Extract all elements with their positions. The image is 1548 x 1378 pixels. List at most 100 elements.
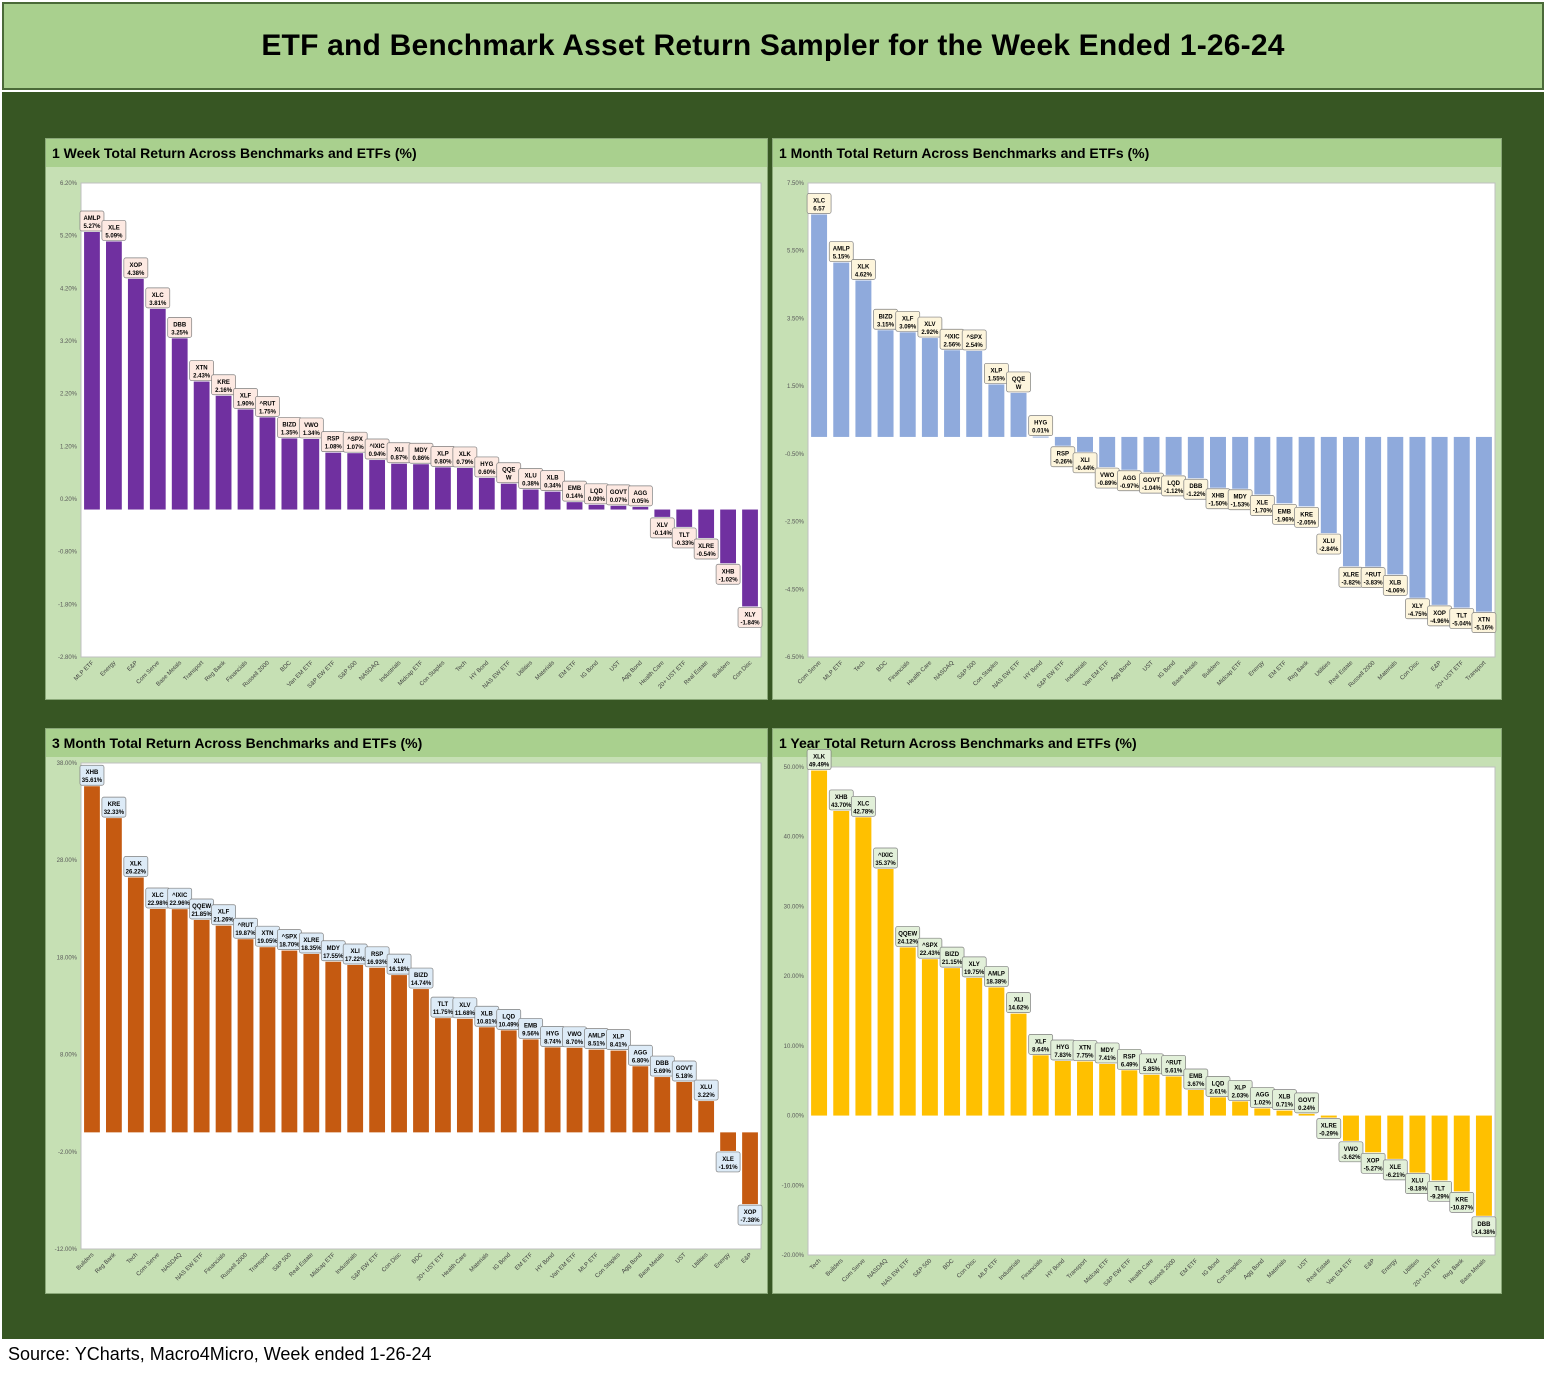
ticker-label: XOP xyxy=(1433,611,1446,617)
value-label: -4.96% xyxy=(1430,619,1450,625)
data-label: XLI -0.44% xyxy=(1072,452,1098,474)
y-tick-label: 30.00% xyxy=(784,904,805,910)
data-label: XTN -5.16% xyxy=(1471,612,1497,633)
bar xyxy=(921,959,938,1116)
ticker-label: BIZD xyxy=(414,973,429,979)
bar xyxy=(347,453,364,510)
value-label: 0.80% xyxy=(434,459,452,465)
y-tick-label: -10.00% xyxy=(782,1183,805,1189)
data-label: XLB 10.81% xyxy=(474,1005,500,1027)
ticker-label: XHB xyxy=(835,795,848,801)
y-tick-label: 5.20% xyxy=(60,234,78,240)
value-label: 21.85% xyxy=(191,912,212,918)
data-label: AGG -0.97% xyxy=(1116,470,1142,492)
value-label: 8.51% xyxy=(588,1042,606,1048)
value-label: -2.05% xyxy=(1297,520,1317,526)
chart-svg: 1 Month Total Return Across Benchmarks a… xyxy=(773,139,1501,699)
ticker-label: QQEW xyxy=(192,904,211,910)
y-tick-label: 40.00% xyxy=(784,835,805,841)
y-tick-label: 38.00% xyxy=(57,761,78,767)
bar xyxy=(877,330,894,437)
ticker-label: HYG xyxy=(1034,421,1047,427)
bar xyxy=(1165,1076,1182,1116)
bar xyxy=(325,452,342,510)
bar xyxy=(1210,436,1226,488)
data-label: KRE 32.33% xyxy=(101,796,127,818)
ticker-label: KRE xyxy=(1455,1197,1468,1203)
value-label: 0.34% xyxy=(544,484,562,490)
data-label: XLY -1.84% xyxy=(737,607,763,628)
ticker-label: XLP xyxy=(1234,1085,1246,1091)
data-label: EMB 3.67% xyxy=(1183,1068,1209,1090)
bar xyxy=(811,214,828,437)
bar xyxy=(1254,436,1271,495)
data-label: XLU -8.18% xyxy=(1405,1173,1430,1194)
value-label: 3.22% xyxy=(698,1093,716,1099)
chart-svg: 1 Year Total Return Across Benchmarks an… xyxy=(773,729,1501,1293)
value-label: 8.70% xyxy=(566,1040,584,1046)
bar xyxy=(215,925,232,1133)
value-label: 7.83% xyxy=(1054,1053,1072,1059)
chart-panel-1-year: 1 Year Total Return Across Benchmarks an… xyxy=(772,728,1502,1294)
value-label: 6.80% xyxy=(632,1058,650,1064)
ticker-label: GOVT xyxy=(1143,478,1160,484)
data-label: BIZD 1.35% xyxy=(277,417,302,438)
ticker-label: ^SPX xyxy=(922,943,938,949)
data-label: ^IXIC 35.37% xyxy=(873,847,898,869)
chart-title-bar xyxy=(46,139,767,167)
ticker-label: BIZD xyxy=(879,314,894,320)
ticker-label: KRE xyxy=(1300,512,1313,518)
ticker-label: XLK xyxy=(459,452,472,458)
ticker-label: XOP xyxy=(1367,1158,1380,1164)
bar xyxy=(413,989,429,1133)
bar xyxy=(1475,1115,1492,1216)
data-label: XLE -1.70% xyxy=(1249,495,1275,516)
value-label: 2.16% xyxy=(215,388,233,394)
y-tick-label: -2.80% xyxy=(58,655,78,661)
value-label: -0.26% xyxy=(1053,460,1073,466)
bar xyxy=(171,338,188,510)
bar xyxy=(742,509,758,607)
data-label: XLP 8.41% xyxy=(606,1029,631,1050)
value-label: -4.75% xyxy=(1408,612,1428,618)
value-label: 0.09% xyxy=(588,497,606,503)
value-label: 0.38% xyxy=(522,482,540,488)
chart-panel-1-week: 1 Week Total Return Across Benchmarks an… xyxy=(45,138,768,700)
value-label: 0.07% xyxy=(610,498,628,504)
value-label: -3.82% xyxy=(1341,580,1361,586)
bar xyxy=(632,1066,649,1133)
bar xyxy=(1121,1070,1138,1116)
ticker-label: TLT xyxy=(1456,614,1467,620)
chart-title: 1 Year Total Return Across Benchmarks an… xyxy=(779,735,1137,751)
data-label: QQEW 24.12% xyxy=(895,926,921,947)
data-label: MDY -1.53% xyxy=(1227,489,1253,511)
bar xyxy=(1232,1101,1249,1116)
value-label: 14.62% xyxy=(1008,1006,1029,1012)
value-label: -5.04% xyxy=(1452,622,1472,628)
value-label: 5.27% xyxy=(83,224,101,230)
value-label: 2.92% xyxy=(921,330,939,336)
data-label: XOP -5.27% xyxy=(1360,1152,1386,1174)
ticker-label: XHB xyxy=(722,569,735,575)
ticker-label: XLK xyxy=(130,862,143,868)
bar xyxy=(1320,1115,1337,1118)
value-label: 5.85% xyxy=(1143,1067,1161,1073)
data-label: ^SPX 22.43% xyxy=(917,937,943,959)
value-label: -1.96% xyxy=(1275,517,1295,523)
y-tick-label: 6.20% xyxy=(60,181,78,187)
bar xyxy=(84,231,100,510)
bar xyxy=(1232,436,1249,489)
value-label: 43.70% xyxy=(831,803,852,809)
chart-title: 3 Month Total Return Across Benchmarks a… xyxy=(52,735,422,751)
ticker-label: EMB xyxy=(1189,1074,1203,1080)
value-label: 11.68% xyxy=(455,1011,476,1017)
bar xyxy=(435,467,451,510)
data-label: AMLP 5.27% xyxy=(79,210,105,232)
bar xyxy=(921,338,938,437)
bar xyxy=(966,350,983,437)
ticker-label: VWO xyxy=(304,423,319,429)
data-label: XLI 0.87% xyxy=(386,442,412,464)
y-tick-label: 50.00% xyxy=(784,765,805,771)
data-label: RSP -0.26% xyxy=(1050,446,1076,468)
value-label: 6.57 xyxy=(813,206,825,212)
